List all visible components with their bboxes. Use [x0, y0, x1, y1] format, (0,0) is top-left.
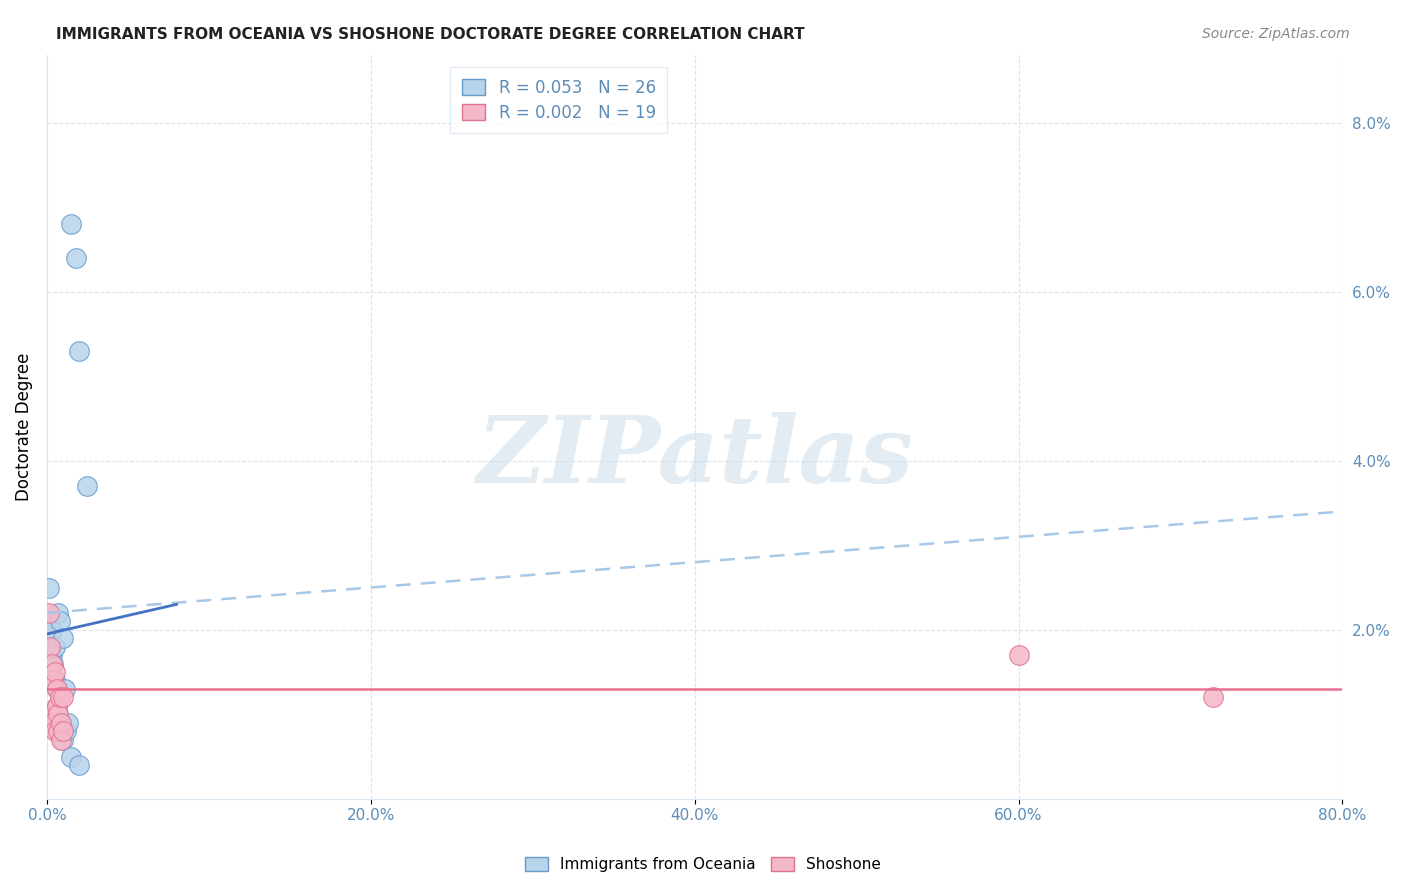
Point: [51, 715, 73, 730]
Point: [46, 707, 69, 722]
Point: [45, 681, 67, 696]
Legend: R = 0.053   N = 26, R = 0.002   N = 19: R = 0.053 N = 26, R = 0.002 N = 19: [450, 67, 668, 133]
Point: [44, 665, 66, 679]
Legend: Immigrants from Oceania, Shoshone: Immigrants from Oceania, Shoshone: [517, 849, 889, 880]
Point: [38, 606, 60, 620]
Point: [51, 732, 73, 747]
Point: [44, 640, 66, 654]
Point: [39, 631, 62, 645]
Point: [46, 606, 69, 620]
Point: [42, 673, 65, 688]
Point: [52, 690, 75, 705]
Text: ZIPatlas: ZIPatlas: [477, 412, 912, 501]
Point: [39, 615, 62, 629]
Point: [51, 715, 73, 730]
Point: [41, 623, 63, 637]
Point: [56, 715, 79, 730]
Point: [39, 640, 62, 654]
Point: [39, 707, 62, 722]
Point: [41, 648, 63, 662]
Point: [52, 631, 75, 645]
Point: [49, 615, 72, 629]
Point: [44, 724, 66, 739]
Point: [41, 657, 63, 671]
Text: Source: ZipAtlas.com: Source: ZipAtlas.com: [1202, 27, 1350, 41]
Point: [46, 724, 69, 739]
Point: [76, 479, 98, 493]
Text: IMMIGRANTS FROM OCEANIA VS SHOSHONE DOCTORATE DEGREE CORRELATION CHART: IMMIGRANTS FROM OCEANIA VS SHOSHONE DOCT…: [56, 27, 804, 42]
Point: [38, 581, 60, 595]
Point: [52, 732, 75, 747]
Point: [42, 657, 65, 671]
Point: [45, 681, 67, 696]
Point: [45, 698, 67, 713]
Point: [65, 251, 87, 265]
Point: [45, 698, 67, 713]
Point: [49, 724, 72, 739]
Point: [55, 724, 77, 739]
Point: [67, 758, 90, 772]
Point: [67, 343, 90, 358]
Point: [60, 749, 83, 764]
Point: [1202, 690, 1225, 705]
Point: [44, 673, 66, 688]
Point: [49, 690, 72, 705]
Point: [42, 715, 65, 730]
Point: [60, 217, 83, 231]
Point: [53, 681, 76, 696]
Point: [1007, 648, 1029, 662]
Point: [52, 724, 75, 739]
Point: [46, 707, 69, 722]
Y-axis label: Doctorate Degree: Doctorate Degree: [15, 352, 32, 501]
